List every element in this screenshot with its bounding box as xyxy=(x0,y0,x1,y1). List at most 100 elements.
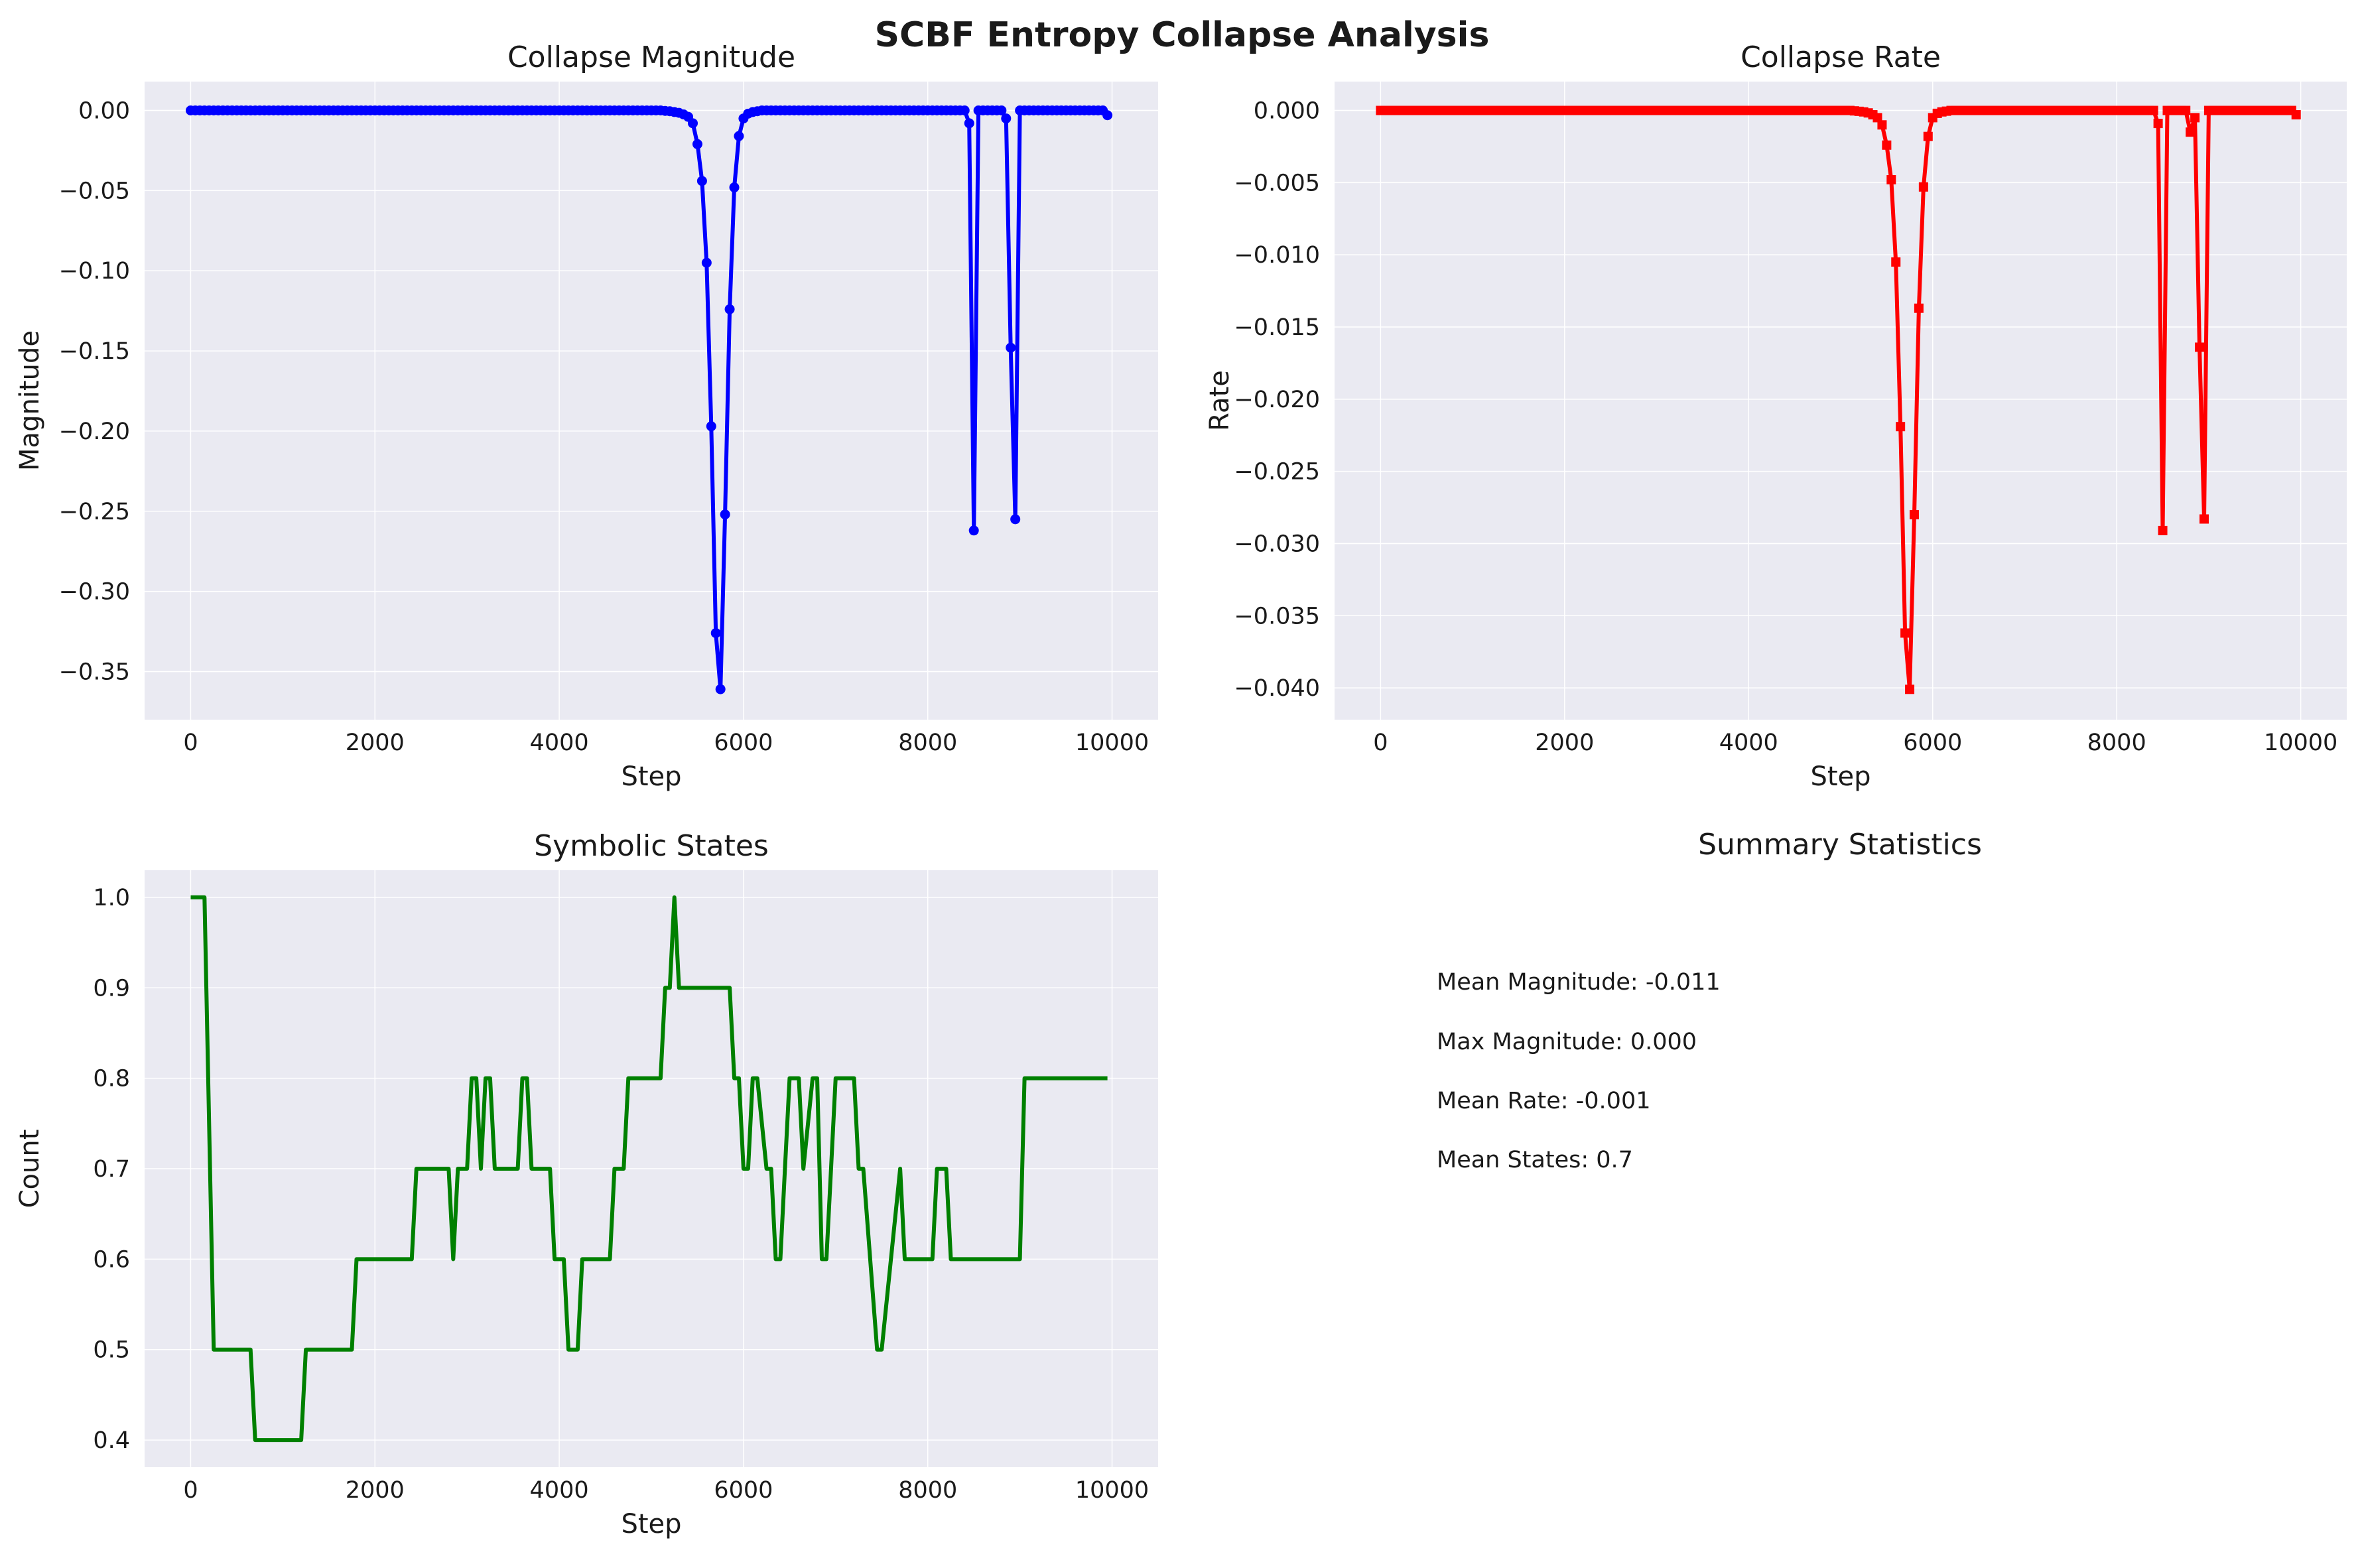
y-tick-label: −0.015 xyxy=(1234,314,1320,341)
data-point xyxy=(2158,525,2168,535)
data-point xyxy=(2181,105,2191,115)
data-point xyxy=(1886,175,1896,184)
x-tick-label: 0 xyxy=(183,730,198,756)
y-tick-label: −0.30 xyxy=(59,579,130,606)
x-tick-label: 10000 xyxy=(1075,1477,1149,1504)
y-axis-label: Magnitude xyxy=(15,330,45,471)
plot-area xyxy=(1335,82,2347,720)
data-point xyxy=(1882,140,1892,150)
summary-title: Summary Statistics xyxy=(1698,828,1982,862)
stat-mean-magnitude: Mean Magnitude: -0.011 xyxy=(1437,969,1721,996)
data-point xyxy=(1900,628,1910,638)
x-tick-label: 2000 xyxy=(1535,730,1594,756)
x-tick-label: 8000 xyxy=(898,1477,957,1504)
x-tick-label: 6000 xyxy=(714,730,773,756)
y-tick-label: 0.9 xyxy=(93,975,130,1002)
data-point xyxy=(696,176,707,186)
data-point xyxy=(1914,303,1924,313)
data-point xyxy=(1872,113,1882,123)
y-tick-label: −0.035 xyxy=(1234,603,1320,629)
stat-max-magnitude: Max Magnitude: 0.000 xyxy=(1437,1029,1697,1055)
x-tick-label: 6000 xyxy=(714,1477,773,1504)
data-point xyxy=(1006,342,1016,353)
chart-panel: 0 2000 4000 6000 8000 10000 0.4 0.5 0.6 0.7 0.8 0.9… xyxy=(15,829,1158,1539)
y-tick-label: −0.025 xyxy=(1234,459,1320,486)
data-point xyxy=(720,509,730,520)
data-point xyxy=(2195,342,2205,352)
x-tick-label: 2000 xyxy=(346,1477,405,1504)
summary-panel: Summary Statistics Mean Magnitude: -0.01… xyxy=(1437,828,1982,1173)
y-tick-label: −0.005 xyxy=(1234,170,1320,196)
y-tick-label: 0.6 xyxy=(93,1246,130,1273)
y-tick-label: 0.7 xyxy=(93,1156,130,1183)
data-point xyxy=(1102,110,1113,121)
x-tick-label: 2000 xyxy=(346,730,405,756)
y-tick-label: −0.15 xyxy=(59,338,130,365)
x-axis-label: Step xyxy=(621,761,681,792)
panel-title: Collapse Rate xyxy=(1740,40,1941,74)
y-axis-label: Rate xyxy=(1205,370,1235,431)
data-point xyxy=(710,627,721,638)
data-point xyxy=(1909,509,1919,519)
panel-title: Symbolic States xyxy=(534,829,769,863)
series-line xyxy=(190,895,1108,1443)
y-tick-label: 0.00 xyxy=(78,98,130,125)
data-point xyxy=(2186,127,2196,137)
y-tick-label: −0.030 xyxy=(1234,531,1320,557)
y-tick-label: 0.8 xyxy=(93,1066,130,1092)
data-point xyxy=(2199,514,2209,524)
x-tick-label: 6000 xyxy=(1903,730,1962,756)
y-tick-label: −0.020 xyxy=(1234,387,1320,413)
plot-area xyxy=(145,82,1158,720)
data-point xyxy=(1001,113,1012,124)
data-point xyxy=(959,105,970,116)
data-point xyxy=(724,304,735,314)
data-point xyxy=(1010,514,1021,525)
x-tick-label: 8000 xyxy=(2087,730,2146,756)
panel-title: Collapse Magnitude xyxy=(507,40,795,74)
data-point xyxy=(1923,131,1933,141)
data-point xyxy=(1891,257,1901,267)
y-tick-label: −0.010 xyxy=(1234,242,1320,269)
panels: 0 2000 4000 6000 8000 10000 0.00 −0.05 −0.10 −0.1… xyxy=(15,40,2347,1539)
y-tick-label: 1.0 xyxy=(93,885,130,911)
x-tick-label: 4000 xyxy=(530,1477,589,1504)
y-tick-label: 0.5 xyxy=(93,1337,130,1364)
x-axis-label: Step xyxy=(621,1509,681,1539)
x-tick-label: 4000 xyxy=(530,730,589,756)
data-point xyxy=(1905,685,1915,694)
chart-panel: 0 2000 4000 6000 8000 10000 0.000 −0.005 −0.010 −… xyxy=(1205,40,2347,792)
y-tick-label: −0.05 xyxy=(59,178,130,204)
data-point xyxy=(2190,113,2200,123)
data-point xyxy=(692,139,702,149)
y-tick-label: −0.25 xyxy=(59,499,130,525)
y-tick-label: −0.040 xyxy=(1234,675,1320,702)
y-tick-label: −0.20 xyxy=(59,419,130,445)
data-point xyxy=(701,257,712,268)
data-point xyxy=(2291,110,2301,120)
y-tick-label: −0.35 xyxy=(59,659,130,685)
y-tick-label: −0.10 xyxy=(59,258,130,285)
x-tick-label: 8000 xyxy=(898,730,957,756)
data-point xyxy=(2148,105,2158,115)
x-axis-label: Step xyxy=(1810,761,1871,792)
stat-mean-states: Mean States: 0.7 xyxy=(1437,1147,1633,1173)
chart-panel: 0 2000 4000 6000 8000 10000 0.00 −0.05 −0.10 −0.1… xyxy=(15,40,1158,792)
y-tick-label: 0.000 xyxy=(1254,98,1320,125)
data-point xyxy=(1877,120,1887,130)
x-tick-label: 0 xyxy=(183,1477,198,1504)
data-point xyxy=(734,131,744,141)
data-point xyxy=(996,105,1007,116)
data-point xyxy=(1896,422,1906,432)
data-point xyxy=(968,525,979,536)
data-point xyxy=(1918,182,1928,192)
y-axis-label: Count xyxy=(15,1130,45,1209)
x-tick-label: 4000 xyxy=(1719,730,1778,756)
y-tick-label: 0.4 xyxy=(93,1427,130,1454)
data-point xyxy=(715,684,726,694)
x-tick-label: 10000 xyxy=(2264,730,2337,756)
data-point xyxy=(964,118,974,129)
x-tick-label: 10000 xyxy=(1075,730,1149,756)
data-point xyxy=(688,118,698,129)
